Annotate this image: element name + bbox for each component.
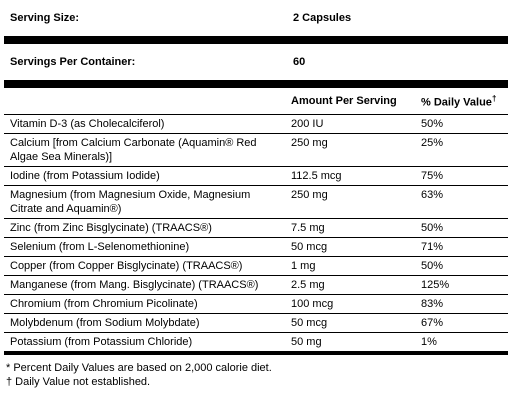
supplement-facts: Serving Size: 2 Capsules Servings Per Co… <box>4 0 508 389</box>
daily-value: 71% <box>417 237 508 257</box>
nutrient-row: Potassium (from Potassium Chloride) 50 mg… <box>4 332 508 355</box>
daily-value: 125% <box>417 275 508 295</box>
nutrient: Molybdenum (from Sodium Molybdate) <box>4 313 287 333</box>
daily-value: 50% <box>417 218 508 238</box>
daily-value: 83% <box>417 294 508 314</box>
nutrient-row: Vitamin D-3 (as Cholecalciferol) 200 IU 50… <box>4 114 508 134</box>
divider <box>4 36 508 44</box>
nutrient-row: Selenium (from L-Selenomethionine) 50 mcg… <box>4 237 508 257</box>
daily-value: 67% <box>417 313 508 333</box>
header-row: Amount Per Serving % Daily Value† <box>4 88 508 115</box>
daily-value: 1% <box>417 332 508 355</box>
daily-value: 63% <box>417 185 508 219</box>
footnote: * Percent Daily Values are based on 2,00… <box>6 362 272 374</box>
header-text: % Daily Value <box>421 96 492 109</box>
nutrient: Vitamin D-3 (as Cholecalciferol) <box>4 114 287 134</box>
nutrient: Manganese (from Mang. Bisglycinate) (TRA… <box>4 275 287 295</box>
nutrient-row: Manganese (from Mang. Bisglycinate) (TRA… <box>4 275 508 295</box>
nutrient: Copper (from Copper Bisglycinate) (TRAAC… <box>4 256 287 276</box>
daily-value: 50% <box>417 114 508 134</box>
amount: 250 mg <box>287 185 417 219</box>
header: Amount Per Serving <box>287 88 417 115</box>
label: Servings Per Container: <box>10 56 136 68</box>
amount: 2.5 mg <box>287 275 417 295</box>
value: 60 <box>293 56 306 68</box>
nutrient-row: Zinc (from Zinc Bisglycinate) (TRAACS®) 7… <box>4 218 508 238</box>
amount: 200 IU <box>287 114 417 134</box>
nutrient-row: Molybdenum (from Sodium Molybdate) 50 mcg… <box>4 313 508 333</box>
daily-value: 75% <box>417 166 508 186</box>
nutrient: Selenium (from L-Selenomethionine) <box>4 237 287 257</box>
nutrient-table: Amount Per Serving % Daily Value† Vitami… <box>4 88 508 355</box>
divider <box>4 80 508 88</box>
header: % Daily Value† <box>417 88 508 115</box>
amount: 100 mcg <box>287 294 417 314</box>
nutrient-row: Chromium (from Chromium Picolinate) 100 m… <box>4 294 508 314</box>
label: Serving Size: <box>10 12 80 24</box>
amount: 50 mcg <box>287 237 417 257</box>
nutrient: Chromium (from Chromium Picolinate) <box>4 294 287 314</box>
footnote: † Daily Value not established. <box>6 376 151 388</box>
dagger: † <box>491 93 497 103</box>
nutrient: Magnesium (from Magnesium Oxide, Magnesi… <box>4 185 287 219</box>
header-blank <box>4 88 287 115</box>
nutrient-row: Iodine (from Potassium Iodide) 112.5 mcg 7… <box>4 166 508 186</box>
daily-value: 50% <box>417 256 508 276</box>
nutrient: Zinc (from Zinc Bisglycinate) (TRAACS®) <box>4 218 287 238</box>
nutrient: Potassium (from Potassium Chloride) <box>4 332 287 355</box>
footnotes: * Percent Daily Values are based on 2,00… <box>4 355 508 389</box>
nutrient-row: Copper (from Copper Bisglycinate) (TRAAC… <box>4 256 508 276</box>
amount: 250 mg <box>287 133 417 167</box>
value: 2 Capsules <box>293 12 352 24</box>
servings-row: Servings Per Container: 60 <box>4 44 508 80</box>
amount: 50 mg <box>287 332 417 355</box>
amount: 7.5 mg <box>287 218 417 238</box>
serving-size-row: Serving Size: 2 Capsules <box>4 0 508 36</box>
daily-value: 25% <box>417 133 508 167</box>
amount: 112.5 mcg <box>287 166 417 186</box>
amount: 50 mcg <box>287 313 417 333</box>
nutrient-row: Calcium [from Calcium Carbonate (Aquamin… <box>4 133 508 167</box>
nutrient: Iodine (from Potassium Iodide) <box>4 166 287 186</box>
amount: 1 mg <box>287 256 417 276</box>
nutrient: Calcium [from Calcium Carbonate (Aquamin… <box>4 133 287 167</box>
nutrient-row: Magnesium (from Magnesium Oxide, Magnesi… <box>4 185 508 219</box>
